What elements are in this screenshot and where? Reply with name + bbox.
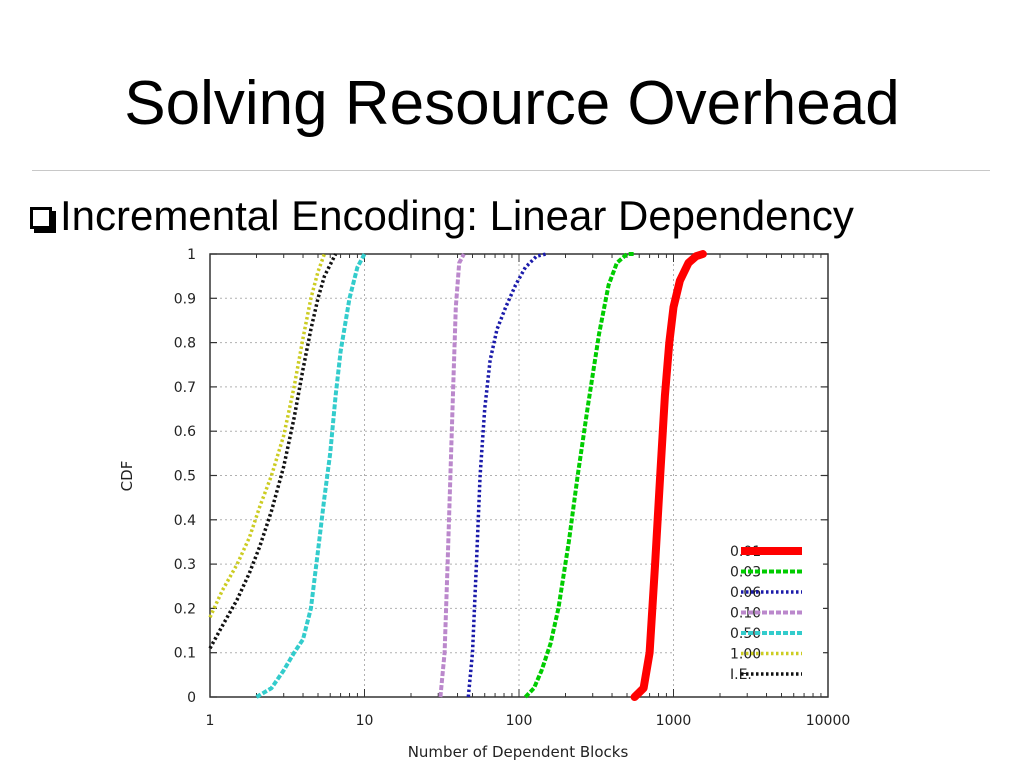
x-tick-label: 10000 <box>806 713 851 729</box>
y-axis-label: CDF <box>118 461 136 492</box>
y-tick-label: 0.1 <box>174 646 196 662</box>
series-line-I.E. <box>208 253 338 650</box>
series-line-0.01 <box>630 250 707 701</box>
x-axis-label: Number of Dependent Blocks <box>408 743 629 761</box>
series-line-0.06 <box>466 252 547 698</box>
y-tick-label: 0.9 <box>174 291 196 307</box>
x-tick-label: 1000 <box>656 713 692 729</box>
title-divider <box>32 170 990 171</box>
chart-legend: 0.010.030.060.100.501.00I.E. <box>675 536 823 692</box>
bullet-item: Incremental Encoding: Linear Dependency <box>30 190 854 242</box>
y-tick-label: 0.2 <box>174 601 196 617</box>
series-line-0.10 <box>438 253 466 698</box>
y-tick-label: 0.5 <box>174 469 196 485</box>
x-tick-label: 1 <box>206 713 215 729</box>
y-tick-label: 0 <box>187 690 196 706</box>
legend-label: 1.00 <box>730 647 761 663</box>
cdf-chart: 0 0.1 0.2 0.3 0.4 0.5 0.6 0.7 0.8 0.9 1 1 10 100 1000 1… <box>118 247 851 761</box>
series-line-0.50 <box>255 253 367 699</box>
bullet-text: Incremental Encoding: Linear Dependency <box>60 192 854 239</box>
chart-series <box>208 250 707 701</box>
x-tick-label: 10 <box>356 713 374 729</box>
y-tick-label: 0.7 <box>174 380 196 396</box>
legend-label: I.E. <box>730 667 752 683</box>
series-line-0.03 <box>523 252 635 699</box>
x-tick-label: 100 <box>506 713 533 729</box>
y-tick-label: 1 <box>187 247 196 263</box>
slide-title: Solving Resource Overhead <box>124 69 900 138</box>
y-tick-label: 0.4 <box>174 513 196 529</box>
legend-label: 0.06 <box>730 585 761 601</box>
series-line-1.00 <box>208 253 327 619</box>
chart-axes: 0 0.1 0.2 0.3 0.4 0.5 0.6 0.7 0.8 0.9 1 1 10 100 1000 1… <box>174 247 851 729</box>
y-tick-label: 0.8 <box>174 336 196 352</box>
y-tick-label: 0.6 <box>174 424 196 440</box>
y-tick-label: 0.3 <box>174 557 196 573</box>
checkbox-bullet-icon <box>30 207 52 229</box>
